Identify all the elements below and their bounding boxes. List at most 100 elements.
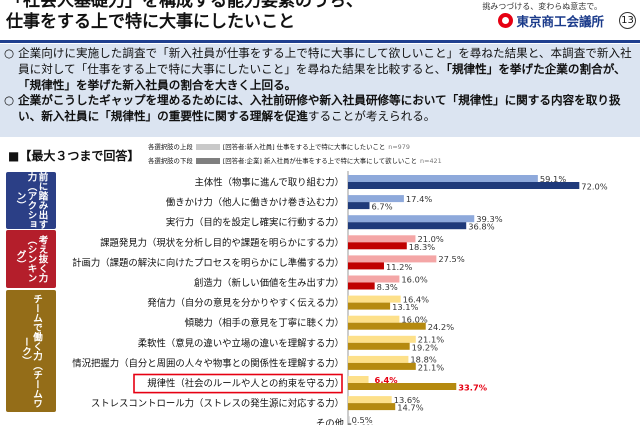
value-label-company: 19.2%: [412, 342, 438, 352]
legend-swatch-light: [195, 143, 220, 150]
value-label-company: 1.0%: [353, 423, 374, 425]
bar-company: [348, 242, 407, 250]
category-label: 傾聴力（相手の意見を丁寧に聴く力）: [185, 317, 344, 329]
bar-new-employee: [348, 175, 538, 182]
bar-new-employee: [348, 315, 400, 323]
value-label-new-employee: 21.0%: [417, 234, 443, 244]
value-label-company: 36.8%: [468, 222, 494, 232]
bar-company: [348, 362, 416, 370]
summary-2-tail: することが考えられる。: [307, 109, 436, 124]
bar-new-employee: [348, 195, 404, 203]
value-label-company: 24.2%: [428, 322, 454, 332]
category-label: 働きかけ力（他人に働きかけ巻き込む力）: [166, 197, 344, 209]
bar-company: [348, 282, 375, 290]
value-label-company: 13.1%: [392, 302, 418, 312]
summary-point-1: ○ 企業向けに実施した調査で「新入社員が仕事をする上で特に大事にして欲しいこと」…: [4, 46, 636, 93]
highlight-box-discipline: [133, 373, 343, 394]
category-label: 情況把握力（自分と周囲の人々や物事との関係性を理解する力）: [72, 357, 344, 369]
page-number: 13: [619, 12, 636, 29]
value-label-company: 14.7%: [397, 403, 423, 413]
category-label: 創造力（新しい価値を生み出す力）: [194, 277, 344, 289]
bullet-circle-icon: ○: [4, 93, 15, 108]
category-label: その他: [316, 418, 345, 425]
value-label-company: 6.7%: [372, 202, 393, 212]
summary-1-bold-a: 「規律性」を挙げた企業の: [446, 61, 580, 76]
category-label: 課題発見力（現状を分析し目的や課題を明らかにする力）: [100, 237, 344, 249]
value-label-company: 21.1%: [418, 362, 444, 372]
bar-new-employee: [348, 255, 437, 263]
value-label-new-employee: 18.8%: [410, 355, 436, 365]
summary-point-2: ○ 企業がこうしたギャップを埋めるためには、入社前研修や新入社員研修等において「…: [4, 93, 636, 125]
value-label-company: 33.7%: [458, 383, 487, 393]
title-line-2: 仕事をする上で特に大事にしたいこと: [6, 12, 295, 32]
bar-company: [348, 302, 391, 310]
legend-row-2-n: n=421: [420, 156, 442, 165]
value-label-company: 11.2%: [386, 262, 412, 272]
category-label: 実行力（目的を設定し確実に行動する力）: [166, 217, 344, 229]
bar-company: [348, 322, 426, 330]
logo-mark-icon: [498, 13, 514, 28]
bar-new-employee: [348, 275, 400, 283]
legend-row-1-prefix: 各選択肢の上段: [148, 143, 193, 151]
bar-new-employee: [348, 215, 475, 223]
group-label-action: 前に踏み出す力（アクション）: [6, 172, 56, 229]
value-label-new-employee: 59.1%: [540, 174, 566, 184]
group-label-teamwork: チームで働く力（チームワーク）: [6, 290, 56, 412]
legend-swatch-dark: [195, 157, 220, 164]
bar-company: [348, 342, 410, 350]
org-logo: 東京商工会議所: [498, 11, 604, 30]
summary-box: ○ 企業向けに実施した調査で「新入社員が仕事をする上で特に大事にして欲しいこと」…: [0, 44, 640, 137]
bar-company: [348, 423, 352, 425]
title-line-1: 「社会人基礎力」を構成する能力要素のうち、: [6, 0, 363, 11]
group-label-thinking: 考え抜く力（シンキング）: [6, 230, 56, 288]
bar-new-employee: [348, 335, 416, 343]
category-label: 主体性（物事に進んで取り組む力）: [194, 177, 344, 189]
value-label-company: 72.0%: [581, 182, 607, 192]
legend-row-2-prefix: 各選択肢の下段: [148, 157, 193, 165]
bar-new-employee: [348, 416, 350, 424]
category-label: ストレスコントロール力（ストレスの発生源に対応する力）: [91, 398, 344, 410]
header-divider: [0, 40, 640, 43]
value-label-new-employee: 16.0%: [401, 315, 427, 325]
bar-company: [348, 202, 370, 210]
bar-company: [348, 262, 384, 270]
summary-1-line-a: 企業向けに実施した調査で「新入社員が仕事をする上で特に大事にして欲しいこと」を尋…: [18, 46, 597, 60]
value-label-new-employee: 0.5%: [352, 415, 373, 425]
value-label-new-employee: 17.4%: [406, 194, 432, 204]
summary-1-bold-b: 割合が、「規律性」を挙げた新入社員の割合を大きく上回る。: [18, 61, 626, 92]
summary-2-bold-b: り扱い、新入社員に「規律性」の重要性に関する理解を促進: [18, 93, 621, 124]
bar-company: [348, 383, 457, 390]
bar-new-employee: [348, 376, 369, 383]
bullet-circle-icon: ○: [4, 46, 15, 60]
bar-company: [348, 403, 396, 411]
value-label-company: 18.3%: [409, 242, 435, 252]
value-label-new-employee: 16.0%: [401, 274, 427, 284]
value-label-company: 8.3%: [377, 282, 398, 292]
summary-2-bold-a: 企業がこうしたギャップを埋めるためには、入社前研修や新入社員研修等において「規律…: [18, 93, 598, 108]
legend-row-1-n: n=979: [388, 142, 410, 151]
summary-1-line-b: 新入社員に対して「仕事をする上で特に大事にしたいこと」を尋ねた結果を比較すると、: [18, 46, 632, 76]
value-label-new-employee: 16.4%: [403, 294, 429, 304]
legend-row-2-text: [回答者:企業] 新入社員が仕事をする上で特に大事にして欲しいこと: [222, 157, 418, 165]
value-label-new-employee: 13.6%: [394, 395, 420, 405]
category-label: 計画力（課題の解決に向けたプロセスを明らかにし準備する力）: [72, 257, 344, 269]
legend-row-1-text: [回答者:新入社員] 仕事をする上で特に大事にしたいこと: [222, 143, 386, 151]
category-label: 柔軟性（意見の違いや立場の違いを理解する力）: [138, 337, 344, 349]
bar-new-employee: [348, 235, 416, 243]
bar-company: [348, 182, 580, 189]
value-label-new-employee: 39.3%: [476, 214, 502, 224]
bar-new-employee: [348, 295, 401, 303]
chart-legend: 各選択肢の上段 [回答者:新入社員] 仕事をする上で特に大事にしたいこと n=9…: [148, 140, 548, 170]
bar-new-employee: [348, 396, 392, 404]
value-label-new-employee: 6.4%: [375, 375, 399, 385]
org-tagline: 挑みつづける、変わらぬ意志で。: [482, 2, 602, 11]
legend-row-new-employees: 各選択肢の上段 [回答者:新入社員] 仕事をする上で特に大事にしたいこと n=9…: [148, 142, 410, 152]
answer-limit-heading: ■【最大３つまで回答】: [8, 149, 140, 163]
bar-new-employee: [348, 355, 409, 363]
bar-company: [348, 222, 467, 230]
category-label: 発信力（自分の意見を分かりやすく伝える力）: [147, 297, 344, 309]
category-label: 規律性（社会のルールや人との約束を守る力）: [147, 378, 344, 390]
legend-row-companies: 各選択肢の下段 [回答者:企業] 新入社員が仕事をする上で特に大事にして欲しいこ…: [148, 156, 442, 166]
org-name: 東京商工会議所: [516, 14, 604, 29]
